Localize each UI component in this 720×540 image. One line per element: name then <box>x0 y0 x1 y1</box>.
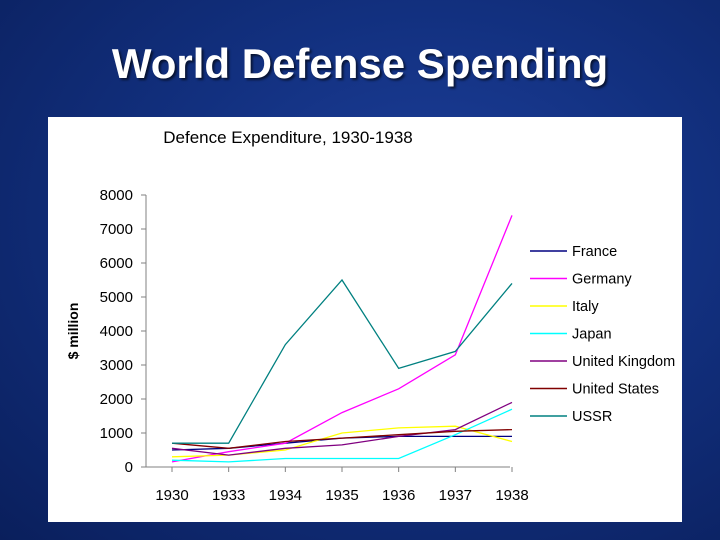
series-line-germany <box>171 215 513 463</box>
y-tick-label: 2000 <box>100 391 133 408</box>
x-tick-label: 1936 <box>382 487 415 504</box>
x-tick-label: 1937 <box>439 487 472 504</box>
legend-label: Japan <box>572 327 612 343</box>
y-tick-label: 4000 <box>100 323 133 340</box>
legend-label: USSR <box>572 409 612 425</box>
slide-title: World Defense Spending <box>111 40 609 87</box>
x-tick-label: 1935 <box>325 487 358 504</box>
chart-title: Defence Expenditure, 1930-1938 <box>163 128 413 147</box>
y-tick-label: 1000 <box>100 425 133 442</box>
chart-panel: Defence Expenditure, 1930-1938 $ million… <box>48 117 682 522</box>
y-axis-label: $ million <box>65 303 81 360</box>
y-tick-label: 0 <box>125 459 133 476</box>
series-line-ussr <box>172 278 513 444</box>
x-tick-label: 1933 <box>212 487 245 504</box>
y-tick-label: 6000 <box>100 255 133 272</box>
series-line-united-states <box>171 428 513 449</box>
y-tick-label: 5000 <box>100 289 133 306</box>
series-line-united-kingdom <box>171 401 513 456</box>
legend-label: France <box>572 244 617 260</box>
y-tick-label: 3000 <box>100 357 133 374</box>
x-tick-label: 1934 <box>269 487 302 504</box>
series-line-japan <box>171 408 513 463</box>
x-tick-label: 1930 <box>155 487 188 504</box>
legend-label: United Kingdom <box>572 354 675 370</box>
legend-label: United States <box>572 382 659 398</box>
legend-label: Germany <box>572 272 632 288</box>
line-chart: Defence Expenditure, 1930-1938 $ million… <box>65 128 675 504</box>
y-tick-label: 7000 <box>100 221 133 238</box>
y-tick-label: 8000 <box>100 187 133 204</box>
x-tick-label: 1938 <box>495 487 528 504</box>
legend-label: Italy <box>572 299 599 315</box>
